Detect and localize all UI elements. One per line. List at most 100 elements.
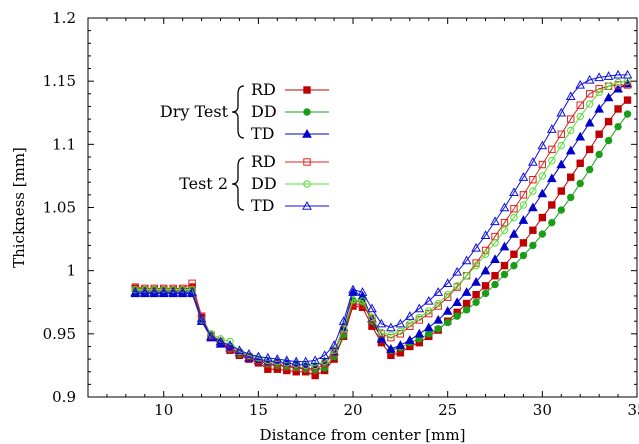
data-point [216, 335, 225, 343]
data-point [556, 159, 567, 169]
legend-brace [231, 85, 245, 139]
legend-group: Test 2 RD DD TD [179, 152, 329, 215]
data-point [433, 314, 444, 324]
data-point [576, 179, 584, 188]
data-point [603, 92, 614, 102]
data-point [160, 285, 168, 294]
data-point [556, 107, 567, 117]
data-point [357, 287, 368, 296]
data-point [433, 287, 444, 296]
data-point [538, 230, 547, 238]
x-tick-label: 20 [343, 401, 362, 419]
data-point [585, 145, 594, 154]
data-point [519, 191, 528, 199]
data-point [443, 318, 452, 327]
data-point [585, 165, 594, 174]
x-axis-label: Distance from center [mm] [260, 426, 466, 444]
data-point [500, 261, 509, 270]
data-point [490, 254, 500, 263]
data-point [423, 295, 434, 305]
series-layer [130, 69, 633, 380]
data-point [567, 173, 575, 181]
y-tick-label: 0.9 [52, 388, 76, 406]
series-test-2-dd [131, 77, 632, 370]
data-point [546, 124, 557, 133]
data-point [623, 81, 632, 89]
data-point [509, 187, 519, 197]
data-point [453, 312, 461, 320]
data-point [584, 74, 595, 84]
data-point [273, 360, 282, 368]
data-point [395, 340, 406, 349]
data-point [491, 280, 499, 289]
data-point [510, 261, 518, 270]
data-point [604, 82, 613, 90]
data-point [519, 239, 528, 247]
data-point [376, 318, 387, 328]
data-point [452, 297, 463, 306]
data-point [567, 126, 575, 135]
data-point [529, 187, 537, 195]
data-point [471, 277, 481, 286]
y-tick-label: 1.1 [52, 135, 76, 153]
axis-ticks: 10 15 20 25 30 35 0.9 0.95 1 1.05 1.1 1.15 1.2 [43, 9, 639, 419]
data-point [300, 356, 311, 366]
data-point [178, 285, 187, 294]
data-point [461, 287, 472, 296]
data-point [462, 272, 471, 280]
data-point [150, 285, 158, 294]
data-point [548, 218, 556, 227]
data-point [622, 69, 633, 79]
data-point [376, 333, 387, 343]
data-point [548, 201, 556, 209]
legend-entry-label: RD [251, 80, 276, 99]
legend-group-label: Test 2 [179, 174, 228, 193]
legend-group: Dry Test RD DD TD [160, 80, 329, 143]
legend: Dry Test RD DD TD Test 2 RD DD TD [160, 80, 329, 215]
data-point [491, 272, 499, 280]
data-point [348, 284, 358, 294]
series-test-2-td [130, 69, 633, 366]
data-point [529, 176, 537, 184]
data-point [557, 130, 565, 138]
data-point [406, 320, 414, 328]
data-point [130, 287, 141, 296]
data-point [481, 289, 490, 298]
data-point [518, 215, 529, 224]
data-point [613, 69, 623, 79]
x-tick-label: 35 [627, 401, 639, 419]
data-point [225, 340, 235, 349]
data-point [480, 230, 491, 239]
data-point [207, 330, 215, 338]
data-point [395, 318, 406, 328]
legend-entry-label: DD [251, 102, 277, 121]
data-point [254, 356, 263, 365]
data-point [423, 322, 434, 332]
data-point [461, 255, 472, 265]
data-point [311, 365, 319, 373]
data-point [139, 287, 150, 296]
data-point [576, 101, 584, 109]
data-point [623, 96, 632, 104]
data-point [538, 160, 547, 169]
data-point [244, 349, 254, 358]
data-point [585, 90, 594, 98]
data-point [537, 188, 548, 198]
data-point [528, 156, 538, 166]
data-point [425, 330, 433, 338]
data-point [499, 241, 510, 251]
data-point [281, 355, 292, 365]
y-axis-label: Thickness [mm] [10, 147, 28, 268]
data-point [348, 287, 358, 296]
data-point [480, 265, 491, 275]
data-point [510, 213, 518, 222]
data-point [528, 202, 538, 212]
legend-marker [303, 180, 311, 188]
data-point [509, 229, 519, 238]
data-point [575, 131, 586, 141]
data-point [330, 346, 338, 354]
data-point [404, 335, 415, 344]
y-tick-label: 0.95 [43, 325, 76, 343]
legend-group-label: Dry Test [160, 102, 229, 121]
data-point [548, 157, 556, 165]
